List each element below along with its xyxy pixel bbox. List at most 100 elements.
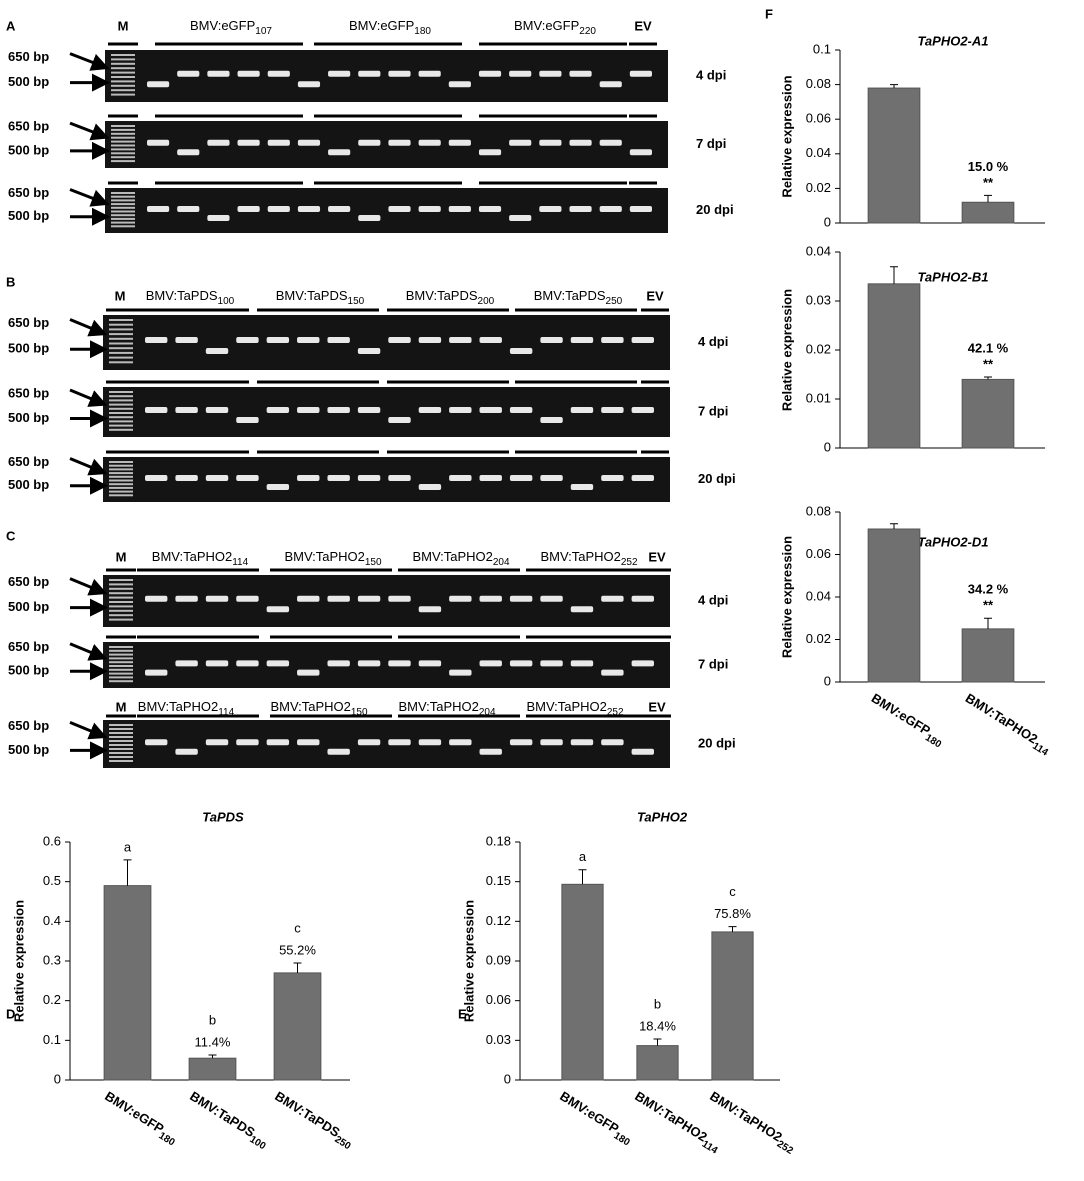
band — [570, 337, 594, 343]
significance: ** — [983, 598, 994, 613]
ladder-band — [111, 217, 135, 220]
error-bar — [208, 1054, 217, 1059]
band — [599, 81, 622, 88]
group-label-sub: 204 — [479, 707, 496, 718]
ladder-band — [109, 592, 133, 595]
error-bar — [293, 962, 302, 973]
band — [297, 337, 320, 343]
bar — [103, 885, 152, 1081]
dpi-label: 4 dpi — [696, 67, 726, 82]
band — [629, 70, 652, 77]
band — [509, 660, 533, 667]
x-tick-label-sub: 180 — [157, 1130, 177, 1148]
group-label-main: BMV:TaPHO2 — [398, 699, 478, 714]
band — [297, 407, 320, 413]
group-label-sub: 252 — [621, 557, 638, 568]
annotation: 11.4% — [195, 1034, 231, 1049]
band — [570, 739, 594, 746]
band — [266, 337, 290, 343]
band — [509, 595, 533, 602]
bp-label: 500 bp — [8, 742, 49, 757]
ladder-band — [111, 214, 135, 217]
band — [388, 595, 411, 602]
band — [328, 149, 351, 156]
x-tick-label-main: BMV:TaPDS — [272, 1089, 343, 1141]
arrow — [69, 457, 108, 476]
bp-label: 500 bp — [8, 477, 49, 492]
x-tick-label: BMV:eGFP180 — [555, 1089, 636, 1149]
ladder-band — [109, 333, 133, 336]
ladder-band — [109, 732, 133, 734]
ladder-band — [109, 676, 133, 679]
ladder-band — [111, 206, 135, 209]
y-tick-label: 0.04 — [806, 145, 831, 160]
ladder-band — [109, 461, 133, 463]
ladder-band — [111, 160, 135, 163]
band — [205, 348, 229, 354]
band — [175, 748, 198, 755]
group-label: BMV:TaPHO2150 — [284, 549, 382, 567]
group-label-main: BMV:TaPDS — [146, 288, 218, 303]
band — [631, 748, 654, 755]
error-bar — [890, 523, 898, 529]
band — [327, 407, 350, 413]
y-tick-label: 0.06 — [806, 111, 831, 126]
x-tick-label: BMV:TaPHO2114 — [961, 691, 1054, 759]
dpi-label: 20 dpi — [698, 735, 736, 750]
y-tick-label: 0.08 — [806, 503, 831, 518]
annotation: 15.0 % — [968, 159, 1009, 174]
band — [601, 407, 624, 413]
bar — [273, 972, 322, 1081]
band — [388, 660, 411, 667]
band — [267, 70, 290, 77]
x-tick-label-main: BMV:TaPHO2 — [963, 691, 1041, 747]
band — [205, 475, 229, 481]
ladder-band — [109, 605, 133, 608]
significance: ** — [983, 356, 994, 371]
ladder-band — [109, 403, 133, 406]
group-label-main: BMV:TaPDS — [534, 288, 606, 303]
ladder-band — [111, 225, 135, 228]
band — [601, 475, 624, 481]
annotation: 42.1 % — [968, 340, 1009, 355]
chart-title: TaPHO2-B1 — [917, 269, 988, 284]
band — [570, 606, 594, 613]
group-label-sub: 252 — [607, 707, 624, 718]
y-tick-label: 0.1 — [813, 41, 831, 56]
y-tick-label: 0 — [824, 214, 831, 229]
band — [569, 139, 592, 146]
band — [601, 669, 624, 676]
ladder-band — [109, 407, 133, 410]
band — [388, 475, 411, 481]
ladder-band — [109, 579, 133, 581]
y-tick-label: 0.15 — [486, 873, 511, 888]
letter: b — [654, 996, 661, 1011]
ladder-band — [109, 472, 133, 475]
band — [147, 206, 170, 212]
y-tick-label: 0.6 — [43, 833, 61, 848]
band — [509, 739, 533, 746]
band — [449, 595, 472, 602]
chart-title: TaPHO2 — [637, 809, 688, 824]
error-bar — [123, 859, 132, 886]
panel-label: D — [6, 1006, 15, 1021]
bar — [961, 628, 1015, 683]
group-label-sub: 180 — [414, 26, 431, 37]
group-label-sub: 114 — [218, 707, 234, 718]
band — [418, 206, 441, 212]
ladder-band — [111, 80, 135, 83]
band — [629, 149, 652, 156]
letter: a — [579, 849, 587, 864]
band — [569, 70, 592, 77]
band — [205, 660, 229, 667]
band — [539, 70, 562, 77]
y-tick-label: 0.4 — [43, 913, 61, 928]
band — [297, 206, 321, 212]
band — [631, 407, 654, 413]
band — [358, 139, 381, 146]
error-bar — [984, 617, 992, 629]
x-tick-label-sub: 180 — [612, 1130, 632, 1148]
dpi-label: 20 dpi — [698, 471, 736, 486]
panel-label: F — [765, 6, 773, 21]
y-axis-label: Relative expression — [461, 900, 476, 1022]
